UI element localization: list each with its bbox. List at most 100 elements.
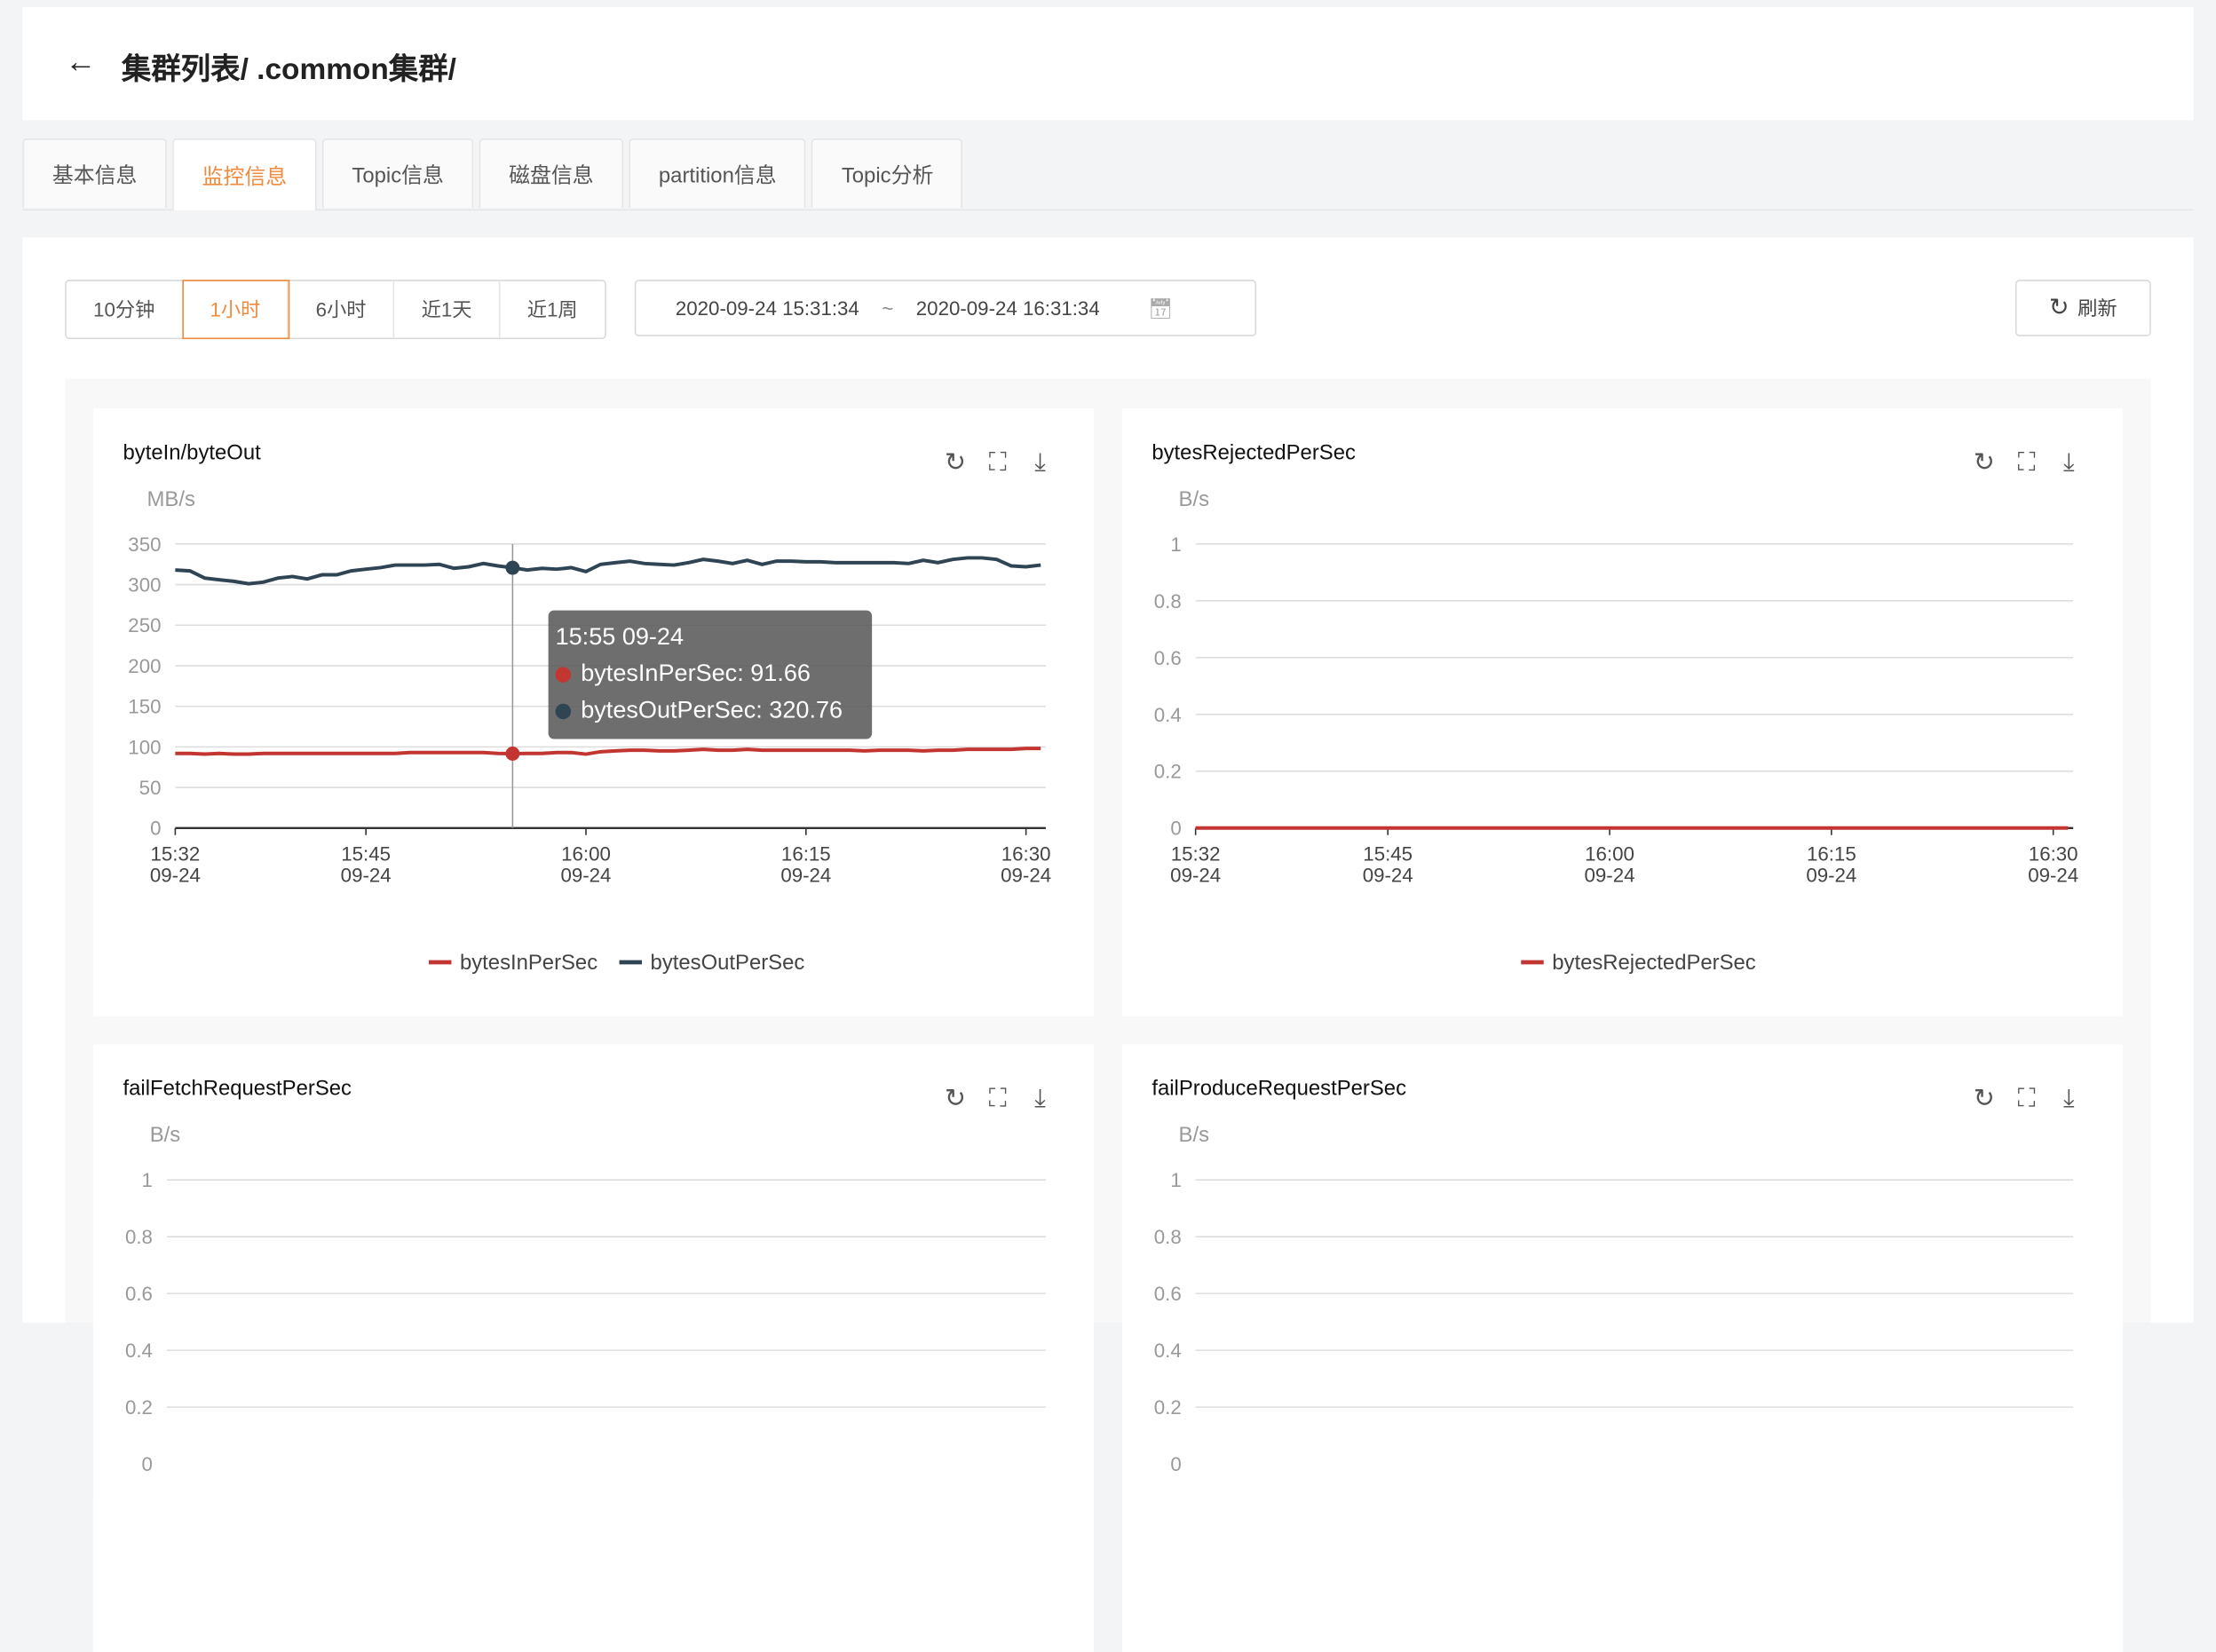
refresh-icon[interactable]: ↻	[945, 1083, 967, 1112]
series-dot	[555, 667, 572, 683]
chart-tooltip: 15:55 09-24 bytesInPerSec: 91.66 bytesOutP…	[548, 610, 873, 739]
download-icon[interactable]: ⤓	[1034, 447, 1046, 477]
x-tick-label: 15:32	[151, 842, 201, 865]
x-tick-date: 09-24	[1001, 864, 1051, 886]
chart-title: bytesRejectedPerSec	[1152, 440, 1356, 465]
y-axis-unit: B/s	[150, 1123, 181, 1147]
y-tick-label: 100	[128, 736, 161, 758]
chart-card: B/s 0 0.2 0.4 0.6 0.8 1 failFetchRequestPerSec ↻…	[93, 1044, 1095, 1652]
fullscreen-icon[interactable]: ⛶	[2017, 447, 2036, 477]
refresh-icon[interactable]: ↻	[1973, 1083, 1995, 1112]
date-start[interactable]: 2020-09-24 15:31:34	[675, 296, 859, 320]
highlight-point[interactable]	[505, 560, 520, 575]
y-axis-unit: B/s	[1179, 1123, 1210, 1147]
highlight-point[interactable]	[505, 747, 520, 761]
y-tick-label: 0.6	[1154, 647, 1182, 669]
range-1week[interactable]: 近1周	[526, 297, 578, 321]
tab-topic-info[interactable]: Topic信息	[321, 138, 474, 208]
tab-basic-info[interactable]: 基本信息	[22, 138, 167, 208]
x-tick-label: 15:45	[341, 842, 391, 865]
y-axis-unit: MB/s	[147, 487, 195, 511]
y-axis-unit: B/s	[1179, 487, 1210, 511]
y-tick-label: 0.4	[1154, 704, 1182, 726]
tab-partition-info[interactable]: partition信息	[629, 138, 807, 208]
date-end[interactable]: 2020-09-24 16:31:34	[915, 296, 1100, 320]
y-tick-label: 1	[1170, 1169, 1181, 1191]
series-dot	[555, 703, 572, 720]
legend-item: bytesOutPerSec	[651, 951, 805, 975]
chart-actions: ↻ ⛶ ⤓	[1970, 1084, 2083, 1113]
y-tick-label: 0	[142, 1453, 153, 1475]
series-line-bytesInPerSec[interactable]	[175, 747, 1041, 756]
y-tick-label: 50	[139, 777, 162, 799]
x-tick-label: 16:30	[1001, 842, 1051, 865]
range-1hour[interactable]: 1小时	[181, 280, 290, 340]
x-tick-date: 09-24	[561, 864, 612, 886]
tab-bar: 基本信息 监控信息 Topic信息 磁盘信息 partition信息 Topic…	[22, 138, 2194, 211]
y-tick-label: 1	[142, 1169, 153, 1191]
range-6hour[interactable]: 6小时	[289, 281, 395, 338]
fullscreen-icon[interactable]: ⛶	[988, 447, 1007, 477]
tooltip-row: bytesInPerSec: 91.66	[555, 656, 866, 692]
download-icon[interactable]: ⤓	[2063, 1083, 2075, 1112]
x-tick-date: 09-24	[1363, 864, 1413, 886]
date-separator: ~	[882, 296, 894, 320]
y-tick-label: 0	[1170, 818, 1181, 840]
x-tick-date: 09-24	[2028, 864, 2078, 886]
chart-svg: B/s 0 0.2 0.4 0.6 0.8 1	[125, 1123, 1046, 1475]
refresh-button[interactable]: ↻ 刷新	[2014, 280, 2151, 336]
y-tick-label: 0	[1170, 1453, 1181, 1475]
chart-svg: B/s 0 0.2 0.4 0.6 0.8 1	[1154, 1123, 2074, 1475]
tooltip-value: bytesInPerSec: 91.66	[581, 660, 811, 687]
y-tick-label: 150	[128, 696, 161, 718]
tab-monitoring[interactable]: 监控信息	[172, 138, 317, 211]
fullscreen-icon[interactable]: ⛶	[2017, 1083, 2036, 1112]
x-tick-label: 16:15	[1807, 842, 1856, 865]
y-tick-label: 1	[1170, 534, 1181, 556]
x-tick-date: 09-24	[150, 864, 201, 886]
y-tick-label: 0	[150, 818, 161, 840]
y-tick-label: 300	[128, 574, 161, 597]
y-tick-label: 350	[128, 534, 161, 556]
x-tick-date: 09-24	[1170, 864, 1221, 886]
y-tick-label: 0.4	[125, 1340, 153, 1362]
y-tick-label: 0.2	[1154, 761, 1182, 783]
tab-disk-info[interactable]: 磁盘信息	[479, 138, 624, 208]
download-icon[interactable]: ⤓	[1034, 1083, 1046, 1112]
y-tick-label: 0.8	[125, 1226, 153, 1248]
x-tick-label: 16:00	[561, 842, 611, 865]
y-tick-label: 0.6	[1154, 1283, 1182, 1305]
x-tick-date: 09-24	[1585, 864, 1635, 886]
x-tick-label: 16:15	[781, 842, 831, 865]
page-header: ← 集群列表/ .common集群/	[22, 6, 2194, 121]
refresh-icon[interactable]: ↻	[1973, 447, 1995, 477]
refresh-icon[interactable]: ↻	[945, 447, 967, 477]
chart-title: byteIn/byteOut	[123, 440, 261, 465]
chart-actions: ↻ ⛶ ⤓	[1970, 448, 2083, 478]
x-tick-date: 09-24	[1806, 864, 1856, 886]
x-tick-date: 09-24	[780, 864, 831, 886]
chart-svg: B/s00.20.40.60.8115:3209-2415:4509-2416:…	[1154, 487, 2078, 975]
fullscreen-icon[interactable]: ⛶	[988, 1083, 1007, 1112]
y-tick-label: 250	[128, 614, 161, 636]
refresh-label: 刷新	[2078, 296, 2117, 320]
range-10min[interactable]: 10分钟	[67, 281, 184, 338]
date-range-picker[interactable]: 2020-09-24 15:31:34 ~ 2020-09-24 16:31:3…	[634, 280, 1257, 336]
tab-topic-analysis[interactable]: Topic分析	[811, 138, 963, 208]
chart-actions: ↻ ⛶ ⤓	[941, 1084, 1054, 1113]
range-1day[interactable]: 近1天	[394, 281, 501, 338]
series-line-bytesOutPerSec[interactable]	[175, 556, 1041, 586]
x-tick-label: 16:30	[2029, 842, 2078, 865]
y-tick-label: 200	[128, 655, 161, 677]
x-tick-label: 15:32	[1171, 842, 1221, 865]
y-tick-label: 0.8	[1154, 1226, 1182, 1248]
x-tick-date: 09-24	[341, 864, 392, 886]
legend-item: bytesRejectedPerSec	[1552, 951, 1756, 975]
arrow-left-icon[interactable]: ←	[65, 43, 97, 80]
chart-card: B/s 0 0.2 0.4 0.6 0.8 1 15:32 09-24 15:45 09-24 16:…	[1121, 408, 2123, 1016]
tooltip-value: bytesOutPerSec: 320.76	[581, 696, 843, 724]
chart-actions: ↻ ⛶ ⤓	[941, 448, 1054, 478]
calendar-icon[interactable]: 📅︎	[1147, 296, 1174, 319]
y-tick-label: 0.6	[125, 1283, 153, 1305]
download-icon[interactable]: ⤓	[2063, 447, 2075, 477]
